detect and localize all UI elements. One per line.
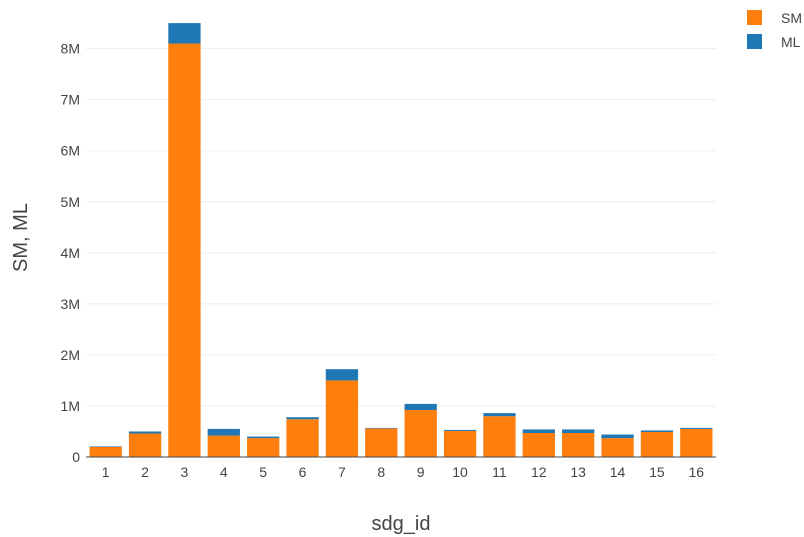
bar-sm-13[interactable] — [562, 433, 595, 457]
bars — [89, 23, 713, 457]
y-tick-label: 4M — [61, 245, 80, 261]
bar-ml-12[interactable] — [522, 429, 555, 434]
bar-sm-10[interactable] — [443, 430, 477, 457]
bar-ml-9[interactable] — [404, 403, 437, 411]
bar-ml-10[interactable] — [443, 429, 477, 431]
x-tick-label: 10 — [452, 464, 468, 480]
bar-ml-11[interactable] — [483, 413, 516, 417]
bar-ml-7[interactable] — [325, 369, 359, 381]
x-tick-label: 12 — [531, 464, 547, 480]
y-axis-title: SM, ML — [10, 203, 32, 272]
bar-sm-11[interactable] — [483, 416, 516, 457]
bar-sm-1[interactable] — [89, 446, 122, 457]
x-tick-label: 8 — [377, 464, 385, 480]
bar-ml-14[interactable] — [601, 434, 634, 439]
legend-label: ML — [781, 34, 801, 50]
y-tick-label: 2M — [61, 347, 80, 363]
bar-sm-14[interactable] — [601, 438, 634, 457]
bar-sm-16[interactable] — [680, 428, 713, 457]
x-tick-label: 11 — [492, 464, 507, 480]
x-axis-title: sdg_id — [372, 513, 431, 535]
legend-item-sm[interactable]: SM — [747, 10, 802, 26]
x-tick-label: 13 — [570, 464, 586, 480]
legend[interactable]: SM ML — [747, 10, 802, 50]
bar-sm-6[interactable] — [286, 419, 319, 457]
y-tick-label: 0 — [72, 449, 80, 465]
x-tick-label: 16 — [689, 464, 705, 480]
y-tick-label: 1M — [61, 398, 80, 414]
x-tick-label: 7 — [338, 464, 346, 480]
bar-sm-15[interactable] — [640, 431, 674, 457]
bar-ml-16[interactable] — [680, 427, 713, 429]
bar-sm-12[interactable] — [522, 433, 555, 457]
bar-sm-8[interactable] — [365, 428, 398, 457]
bar-sm-9[interactable] — [404, 410, 437, 457]
bar-ml-1[interactable] — [89, 446, 122, 447]
x-tick-label: 15 — [649, 464, 665, 480]
legend-swatch — [747, 10, 762, 25]
bar-ml-5[interactable] — [247, 436, 280, 439]
x-tick-label: 6 — [299, 464, 307, 480]
bar-ml-2[interactable] — [128, 431, 162, 434]
legend-label: SM — [781, 10, 802, 26]
bar-ml-13[interactable] — [562, 429, 595, 434]
bar-sm-5[interactable] — [247, 438, 280, 457]
x-tick-label: 4 — [220, 464, 228, 480]
x-tick-label: 5 — [259, 464, 267, 480]
y-tick-label: 5M — [61, 194, 80, 210]
bar-sm-4[interactable] — [207, 435, 240, 457]
y-tick-label: 7M — [61, 92, 80, 108]
bar-sm-2[interactable] — [128, 433, 162, 457]
bar-ml-15[interactable] — [640, 430, 674, 432]
x-tick-labels: 1 2 3 4 5 6 7 8 9 10 11 12 13 14 15 16 — [102, 464, 705, 480]
x-tick-label: 3 — [181, 464, 189, 480]
bar-ml-8[interactable] — [365, 427, 398, 429]
y-tick-labels: 0 1M 2M 3M 4M 5M 6M 7M 8M — [61, 41, 81, 465]
y-tick-label: 8M — [61, 41, 80, 57]
bar-ml-4[interactable] — [207, 428, 240, 436]
bar-sm-3[interactable] — [168, 43, 201, 457]
bar-ml-6[interactable] — [286, 417, 319, 420]
x-tick-label: 14 — [610, 464, 626, 480]
y-tick-label: 6M — [61, 143, 80, 159]
bar-ml-3[interactable] — [168, 23, 201, 44]
x-tick-label: 9 — [417, 464, 425, 480]
x-tick-label: 1 — [102, 464, 110, 480]
bar-sm-7[interactable] — [325, 380, 359, 457]
legend-swatch — [747, 34, 762, 49]
x-tick-label: 2 — [141, 464, 149, 480]
legend-item-ml[interactable]: ML — [747, 34, 801, 50]
y-tick-label: 3M — [61, 296, 80, 312]
